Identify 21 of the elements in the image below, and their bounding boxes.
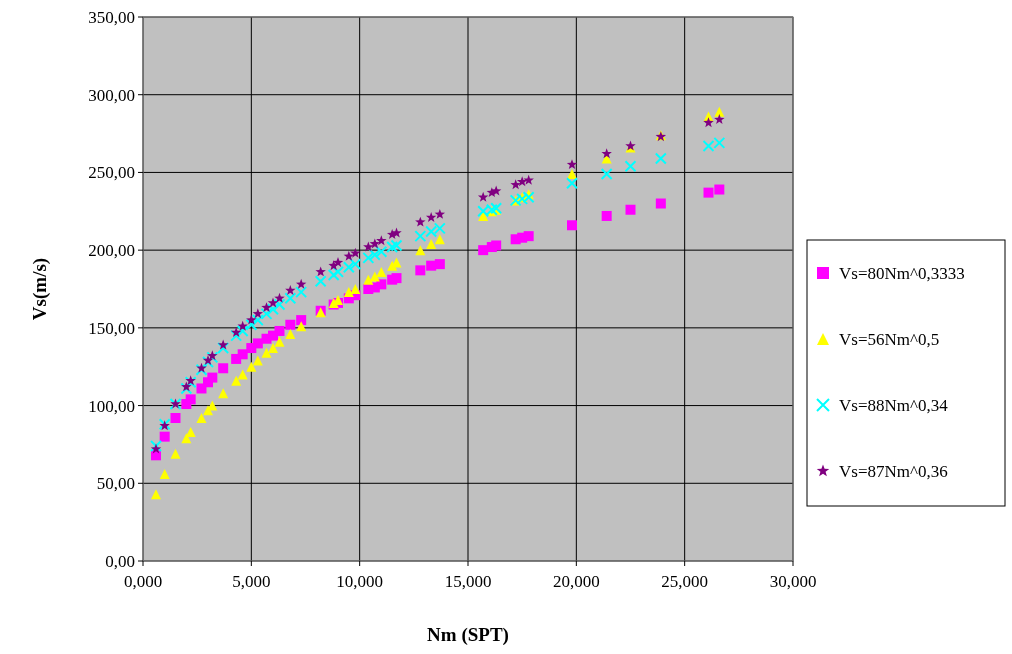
x-tick-label: 30,000: [769, 572, 817, 591]
y-tick-label: 150,00: [88, 318, 135, 338]
y-tick-label: 100,00: [88, 396, 135, 416]
legend-label: Vs=88Nm^0,34: [839, 395, 949, 415]
y-tick-label: 50,00: [96, 474, 135, 494]
y-axis-title: Vs(m/s): [29, 257, 51, 321]
y-tick-label: 350,00: [88, 7, 135, 27]
x-tick-label: 20,000: [552, 572, 600, 591]
x-tick-label: 0,000: [123, 572, 163, 591]
x-tick-label: 10,000: [336, 572, 384, 591]
x-tick-label: 25,000: [661, 572, 709, 591]
legend-label: Vs=87Nm^0,36: [839, 461, 948, 481]
x-tick-label: 5,000: [232, 572, 271, 591]
y-tick-label: 300,00: [88, 85, 135, 105]
legend-label: Vs=56Nm^0,5: [839, 329, 940, 349]
x-tick-label: 15,000: [444, 572, 492, 591]
legend-label: Vs=80Nm^0,3333: [839, 263, 965, 283]
y-tick-label: 200,00: [88, 241, 135, 261]
x-axis-title: Nm (SPT): [427, 624, 509, 646]
y-tick-label: 0,00: [105, 551, 135, 571]
y-tick-label: 250,00: [88, 163, 135, 183]
